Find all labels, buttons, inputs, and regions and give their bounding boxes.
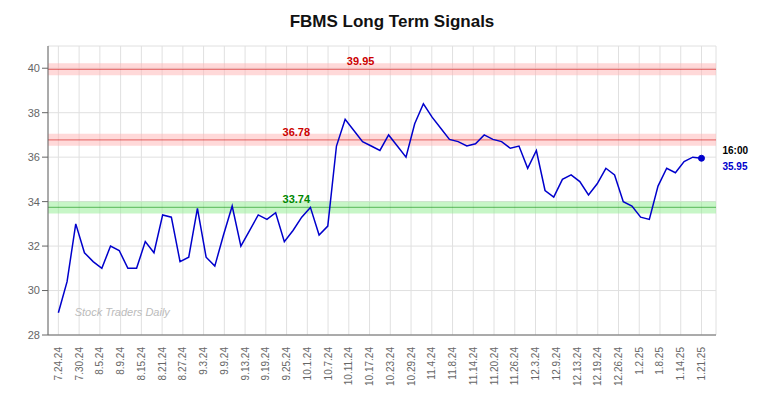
svg-text:32: 32 [28, 240, 40, 252]
svg-text:10.7.24: 10.7.24 [323, 347, 334, 381]
svg-text:1.21.25: 1.21.25 [696, 347, 707, 381]
svg-text:Stock Traders Daily: Stock Traders Daily [75, 306, 172, 318]
svg-text:36.78: 36.78 [283, 126, 311, 138]
svg-text:10.23.24: 10.23.24 [385, 347, 396, 386]
svg-text:8.21.24: 8.21.24 [157, 347, 168, 381]
svg-text:12.3.24: 12.3.24 [530, 347, 541, 381]
svg-text:12.26.24: 12.26.24 [613, 347, 624, 386]
svg-text:40: 40 [28, 62, 40, 74]
svg-text:7.24.24: 7.24.24 [53, 347, 64, 381]
svg-text:39.95: 39.95 [347, 55, 375, 67]
svg-text:11.20.24: 11.20.24 [489, 347, 500, 386]
svg-text:9.13.24: 9.13.24 [240, 347, 251, 381]
svg-text:12.13.24: 12.13.24 [572, 347, 583, 386]
svg-text:7.30.24: 7.30.24 [74, 347, 85, 381]
svg-text:9.19.24: 9.19.24 [260, 347, 271, 381]
svg-text:12.19.24: 12.19.24 [592, 347, 603, 386]
svg-text:38: 38 [28, 107, 40, 119]
svg-text:10.1.24: 10.1.24 [302, 347, 313, 381]
svg-text:1.8.25: 1.8.25 [654, 347, 665, 375]
svg-text:1.14.25: 1.14.25 [675, 347, 686, 381]
svg-text:35.95: 35.95 [722, 161, 747, 172]
svg-text:8.9.24: 8.9.24 [115, 347, 126, 375]
svg-text:34: 34 [28, 196, 40, 208]
svg-text:10.29.24: 10.29.24 [406, 347, 417, 386]
svg-text:8.15.24: 8.15.24 [136, 347, 147, 381]
svg-text:9.25.24: 9.25.24 [281, 347, 292, 381]
svg-text:10.17.24: 10.17.24 [364, 347, 375, 386]
svg-text:8.27.24: 8.27.24 [177, 347, 188, 381]
svg-text:30: 30 [28, 284, 40, 296]
svg-text:11.8.24: 11.8.24 [447, 347, 458, 380]
svg-text:8.5.24: 8.5.24 [94, 347, 105, 375]
svg-text:11.4.24: 11.4.24 [426, 347, 437, 380]
svg-text:9.9.24: 9.9.24 [219, 347, 230, 375]
svg-text:9.3.24: 9.3.24 [198, 347, 209, 375]
svg-text:33.74: 33.74 [283, 193, 311, 205]
svg-text:12.9.24: 12.9.24 [551, 347, 562, 381]
svg-text:36: 36 [28, 151, 40, 163]
svg-text:16:00: 16:00 [722, 145, 748, 156]
svg-text:11.14.24: 11.14.24 [468, 347, 479, 386]
svg-text:11.26.24: 11.26.24 [509, 347, 520, 386]
html-text:FBMS Long Term Signals: FBMS Long Term Signals [289, 12, 495, 31]
svg-text:1.2.25: 1.2.25 [634, 347, 645, 375]
svg-text:28: 28 [28, 329, 40, 341]
svg-text:10.11.24: 10.11.24 [343, 347, 354, 386]
